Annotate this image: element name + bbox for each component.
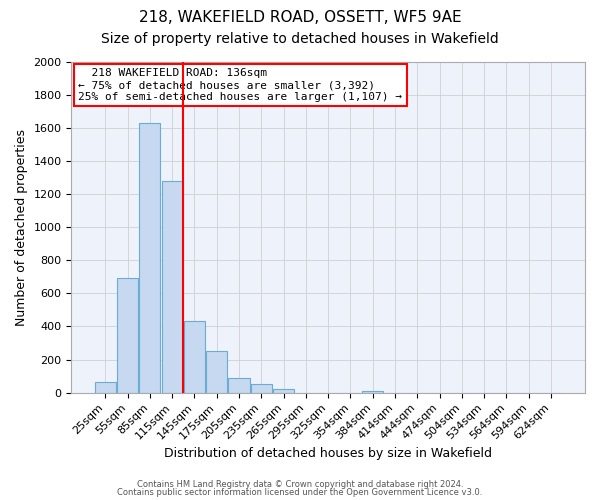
Bar [206, 352, 227, 393]
Bar [184, 320, 205, 392]
Bar [229, 378, 250, 392]
Text: Contains public sector information licensed under the Open Government Licence v3: Contains public sector information licen… [118, 488, 482, 497]
Text: 218, WAKEFIELD ROAD, OSSETT, WF5 9AE: 218, WAKEFIELD ROAD, OSSETT, WF5 9AE [139, 10, 461, 25]
Bar [139, 123, 160, 392]
Bar [161, 180, 183, 392]
Bar [95, 382, 116, 392]
Text: Size of property relative to detached houses in Wakefield: Size of property relative to detached ho… [101, 32, 499, 46]
Bar [251, 384, 272, 392]
Text: Contains HM Land Registry data © Crown copyright and database right 2024.: Contains HM Land Registry data © Crown c… [137, 480, 463, 489]
Bar [117, 278, 138, 392]
X-axis label: Distribution of detached houses by size in Wakefield: Distribution of detached houses by size … [164, 447, 492, 460]
Bar [273, 388, 294, 392]
Y-axis label: Number of detached properties: Number of detached properties [15, 128, 28, 326]
Text: 218 WAKEFIELD ROAD: 136sqm
← 75% of detached houses are smaller (3,392)
25% of s: 218 WAKEFIELD ROAD: 136sqm ← 75% of deta… [79, 68, 403, 102]
Bar [362, 391, 383, 392]
